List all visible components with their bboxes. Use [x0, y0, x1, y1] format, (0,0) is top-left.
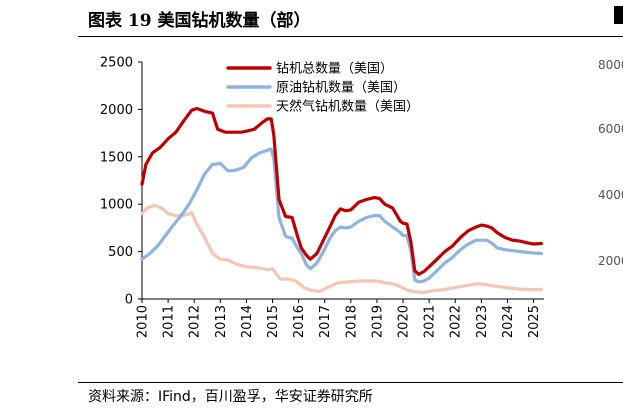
y-tick-label: 0	[125, 293, 133, 308]
x-tick-label: 2018	[344, 305, 359, 338]
y-tick-label: 1500	[100, 150, 133, 165]
x-tick-label: 2022	[449, 305, 464, 338]
x-tick-label: 2019	[370, 305, 385, 338]
x-tick-label: 2014	[240, 305, 255, 338]
source-note: 资料来源：IFind，百川盈孚，华安证券研究所	[88, 389, 373, 405]
adjacent-axis-tick: 6000	[598, 122, 623, 136]
x-tick-label: 2010	[136, 305, 151, 338]
x-tick-label: 2011	[162, 305, 177, 338]
series-line-1	[140, 147, 544, 284]
y-tick-label: 1000	[100, 198, 133, 213]
y-tick-label: 2500	[100, 56, 133, 71]
legend-label-2: 天然气钻机数量（美国）	[276, 99, 419, 115]
x-tick-label: 2012	[188, 305, 203, 338]
x-tick-label: 2020	[397, 305, 412, 338]
x-tick-label: 2025	[527, 305, 542, 338]
bottom-rule	[78, 382, 623, 383]
y-tick-label: 2000	[100, 103, 133, 118]
x-tick-label: 2013	[214, 305, 229, 338]
top-rule	[78, 36, 623, 37]
y-tick-label: 500	[108, 245, 133, 260]
x-tick-label: 2023	[475, 305, 490, 338]
adjacent-axis-tick: 2000	[598, 254, 623, 268]
adjacent-chart-title-fragment	[614, 6, 623, 24]
legend-label-0: 钻机总数量（美国）	[276, 62, 393, 77]
legend-label-1: 原油钻机数量（美国）	[276, 81, 406, 96]
x-tick-label: 2015	[266, 305, 281, 338]
chart-title: 图表 19 美国钻机数量（部）	[88, 11, 311, 31]
series-line-0	[140, 106, 544, 276]
adjacent-axis-tick: 8000	[598, 58, 623, 72]
x-tick-label: 2017	[318, 305, 333, 338]
x-tick-label: 2024	[501, 305, 516, 338]
adjacent-axis-tick: 4000	[598, 188, 623, 202]
x-tick-label: 2021	[423, 305, 438, 338]
x-tick-label: 2016	[292, 305, 307, 338]
series-line-2	[140, 203, 544, 294]
